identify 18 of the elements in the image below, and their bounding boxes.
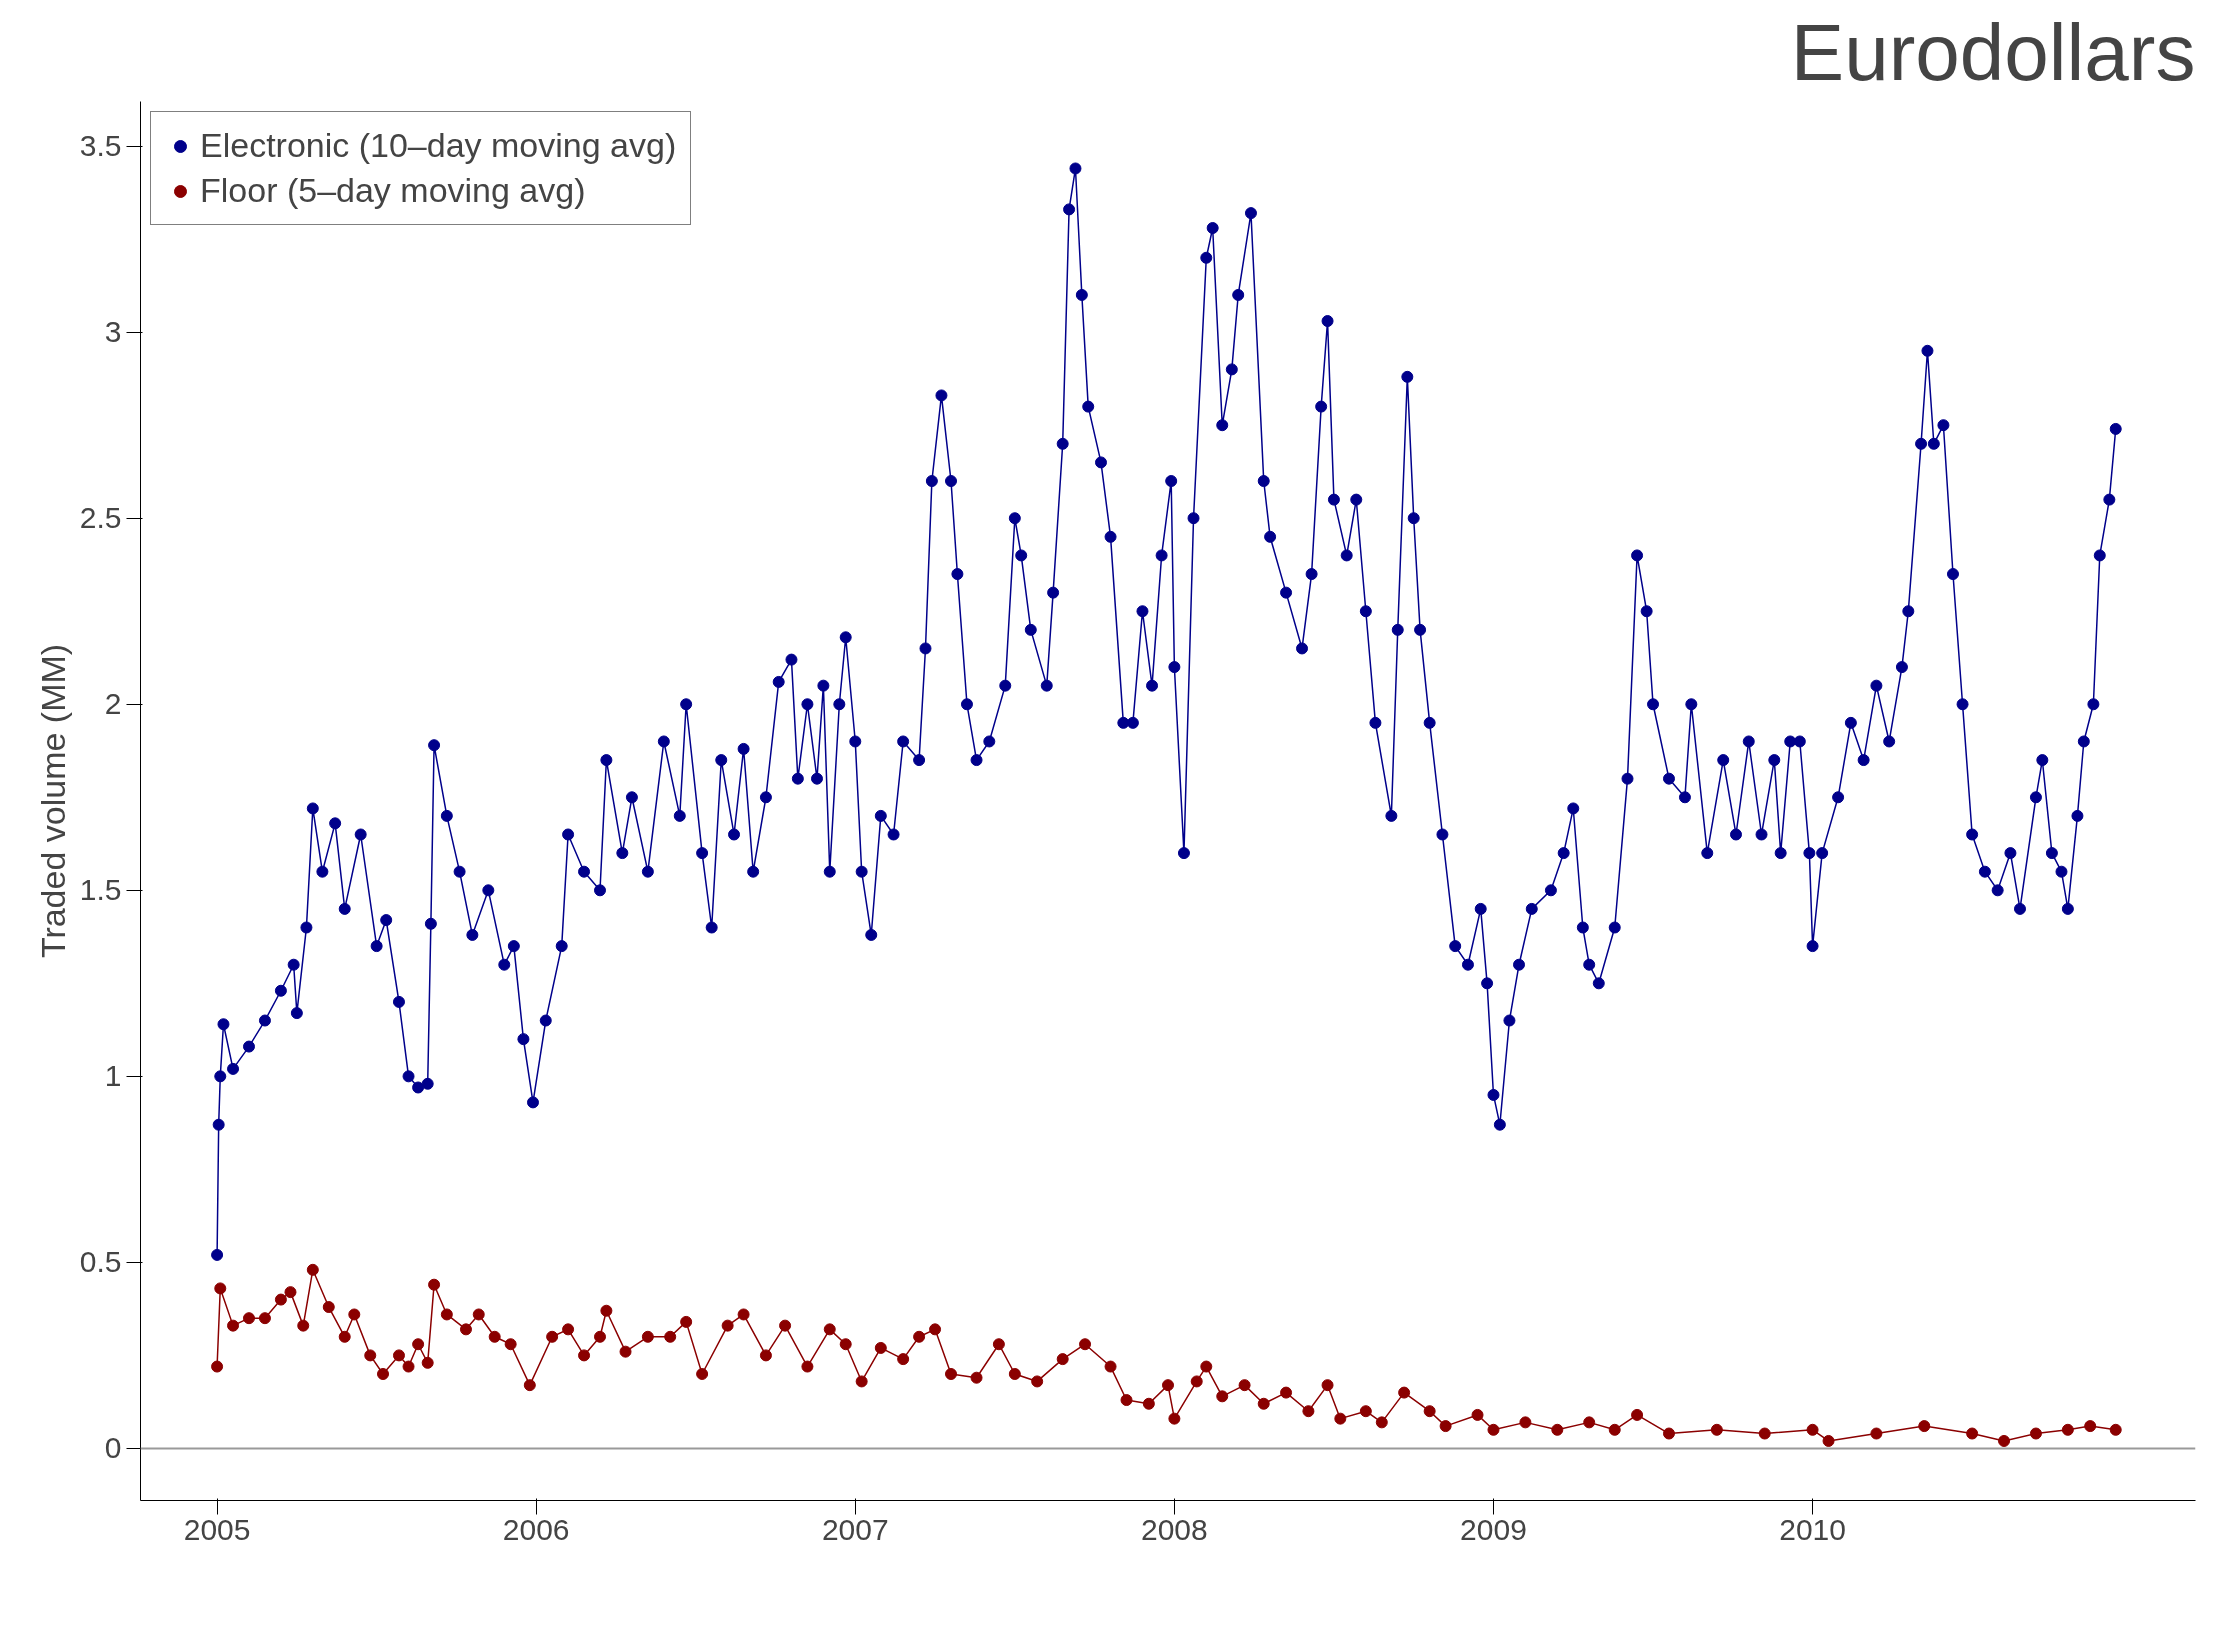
x-tick-label: 2010 — [1779, 1512, 1846, 1546]
x-tick-label: 2007 — [821, 1512, 889, 1546]
legend-label: Floor (5–day moving avg) — [200, 171, 586, 210]
y-tick-label: 2 — [104, 687, 122, 721]
y-tick-label: 0.5 — [79, 1245, 122, 1279]
x-tick-label: 2008 — [1141, 1512, 1208, 1546]
chart-title: Eurodollars — [1790, 7, 2196, 97]
x-tick-label: 2005 — [183, 1512, 251, 1546]
x-tick-label: 2006 — [502, 1512, 570, 1546]
y-tick-label: 1 — [104, 1059, 122, 1093]
y-tick-label: 3.5 — [79, 129, 122, 163]
x-tick-label: 2009 — [1460, 1512, 1527, 1546]
y-tick-label: 0 — [104, 1431, 122, 1465]
y-tick-label: 3 — [104, 315, 122, 349]
legend-label: Electronic (10–day moving avg) — [200, 126, 677, 165]
y-tick-label: 2.5 — [79, 501, 122, 535]
y-axis-title: Traded volume (MM) — [33, 643, 72, 959]
y-tick-label: 1.5 — [79, 873, 122, 907]
